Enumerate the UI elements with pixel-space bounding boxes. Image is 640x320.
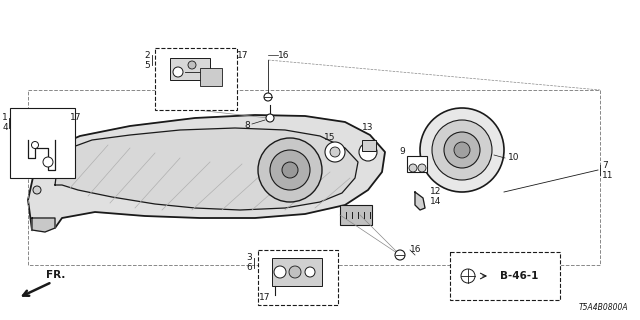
Circle shape [409,164,417,172]
Bar [28,90,600,265]
Polygon shape [28,115,385,230]
Circle shape [454,142,470,158]
Bar [155,48,237,110]
Circle shape [33,168,41,176]
Text: 14: 14 [430,197,442,206]
Circle shape [264,93,272,101]
Circle shape [359,143,377,161]
Circle shape [43,157,53,167]
Circle shape [270,150,310,190]
Circle shape [330,147,340,157]
Text: 16: 16 [278,51,289,60]
Text: 8: 8 [244,121,250,130]
Circle shape [395,250,405,260]
Circle shape [173,67,183,77]
Bar [407,156,427,172]
Circle shape [420,108,504,192]
Bar [170,58,210,80]
Text: 10: 10 [508,154,520,163]
Bar [340,205,372,225]
Circle shape [325,142,345,162]
Text: 7: 7 [602,161,608,170]
Circle shape [266,114,274,122]
Text: 1: 1 [3,114,8,123]
Text: FR.: FR. [46,270,65,280]
Text: 12: 12 [430,188,442,196]
Text: T5A4B0800A: T5A4B0800A [579,303,628,312]
Circle shape [418,164,426,172]
Text: 5: 5 [144,60,150,69]
Text: 17: 17 [237,51,248,60]
Text: B-46-1: B-46-1 [500,271,538,281]
Text: 2: 2 [145,51,150,60]
Bar [362,140,376,151]
Circle shape [305,267,315,277]
Circle shape [33,151,41,159]
Text: 13: 13 [362,124,374,132]
Text: 9: 9 [399,148,405,156]
Bar [450,252,560,300]
Text: 6: 6 [246,263,252,273]
Text: 17: 17 [259,293,271,302]
Circle shape [31,141,38,148]
Polygon shape [415,192,425,210]
Bar [200,68,222,86]
Circle shape [461,269,475,283]
Text: 16: 16 [410,245,422,254]
Bar [272,258,322,286]
Text: 4: 4 [3,124,8,132]
Circle shape [432,120,492,180]
Text: 3: 3 [246,253,252,262]
Circle shape [33,186,41,194]
Bar [10,108,75,178]
Polygon shape [32,218,55,232]
Circle shape [444,132,480,168]
Circle shape [282,162,298,178]
Text: 11: 11 [602,171,614,180]
Polygon shape [55,128,358,210]
Text: 15: 15 [324,133,336,142]
Circle shape [258,138,322,202]
Circle shape [188,61,196,69]
Circle shape [289,266,301,278]
Bar [258,250,338,305]
Circle shape [274,266,286,278]
Text: 17: 17 [70,114,81,123]
